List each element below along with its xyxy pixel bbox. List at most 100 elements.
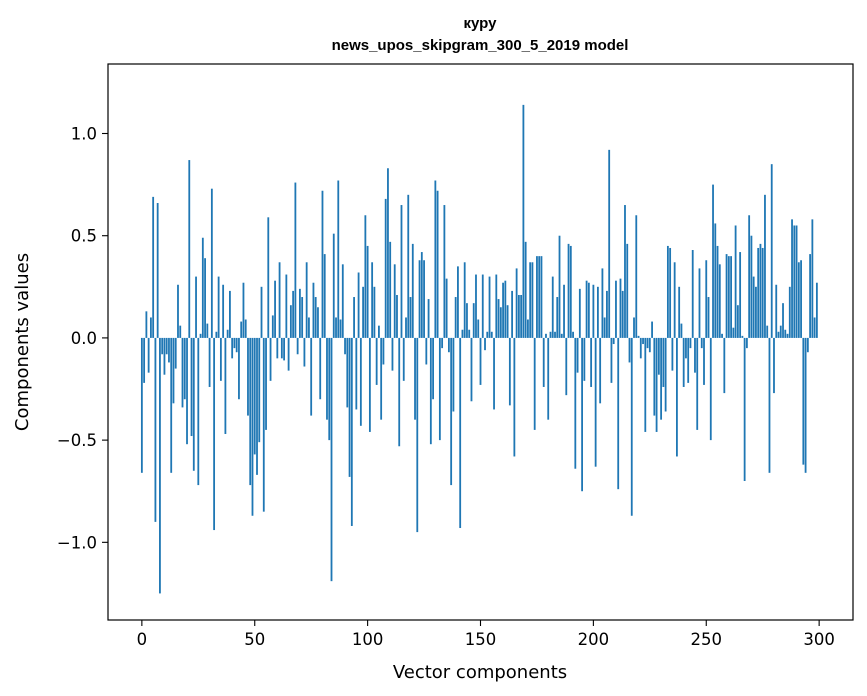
- bar: [736, 305, 739, 338]
- bar: [364, 215, 367, 338]
- bar: [793, 225, 796, 338]
- bar: [319, 337, 322, 400]
- bar: [267, 217, 270, 338]
- bar: [271, 315, 274, 338]
- bar: [156, 203, 159, 338]
- bar: [276, 337, 279, 359]
- bar: [718, 264, 721, 338]
- bar: [414, 337, 416, 420]
- bar: [655, 337, 658, 432]
- bar: [768, 337, 771, 473]
- bar: [599, 337, 602, 404]
- bar: [603, 317, 606, 338]
- bar: [522, 104, 525, 338]
- bar: [443, 205, 446, 338]
- bar: [217, 276, 220, 338]
- bar: [242, 282, 245, 338]
- bar: [759, 243, 762, 338]
- x-tick-label: 150: [465, 630, 497, 649]
- bar: [770, 164, 773, 338]
- bar: [179, 325, 182, 338]
- bar: [775, 284, 778, 338]
- bar: [673, 262, 676, 338]
- bar: [337, 180, 340, 338]
- bar: [619, 278, 622, 338]
- bar: [547, 337, 550, 420]
- bar: [172, 337, 175, 404]
- bar: [238, 337, 240, 400]
- bar: [610, 337, 613, 383]
- bar: [258, 337, 261, 443]
- bar: [583, 337, 586, 381]
- bar: [188, 160, 191, 338]
- bar: [260, 286, 263, 338]
- bar: [563, 284, 565, 338]
- y-tick-label: 0.5: [71, 227, 97, 246]
- bar: [305, 262, 308, 338]
- bar: [183, 337, 186, 400]
- bar: [411, 243, 414, 338]
- bar: [226, 329, 229, 338]
- bar: [815, 282, 818, 338]
- bar: [466, 303, 468, 338]
- bar: [734, 225, 737, 338]
- bar: [247, 337, 249, 416]
- bar: [229, 290, 231, 338]
- bar: [457, 266, 459, 338]
- bar: [362, 286, 365, 338]
- bar: [497, 299, 500, 338]
- bar: [757, 247, 760, 338]
- bar: [149, 317, 152, 338]
- bar: [511, 290, 514, 338]
- bar: [454, 297, 457, 338]
- bar: [208, 337, 211, 387]
- bar: [396, 294, 398, 338]
- bar: [441, 337, 444, 349]
- bar: [477, 319, 480, 338]
- bar: [554, 331, 556, 338]
- bar: [303, 337, 306, 367]
- chart-title: куру: [464, 15, 498, 32]
- bar: [696, 337, 699, 430]
- bar: [741, 335, 744, 338]
- bar: [689, 337, 692, 349]
- bar: [249, 337, 252, 486]
- bar: [161, 337, 164, 355]
- bar: [192, 337, 195, 471]
- bar: [572, 331, 574, 338]
- bar: [145, 311, 148, 338]
- bar: [436, 190, 439, 338]
- bar: [486, 331, 489, 338]
- bar: [685, 337, 687, 359]
- bar: [168, 337, 170, 363]
- bar: [222, 284, 225, 338]
- bar: [669, 247, 672, 338]
- bar: [359, 337, 362, 426]
- bar: [445, 278, 448, 338]
- bar: [177, 284, 179, 338]
- bar: [813, 317, 816, 338]
- bar: [353, 297, 355, 338]
- bar: [274, 280, 276, 338]
- bar: [527, 319, 529, 338]
- bar: [639, 337, 642, 359]
- bar: [755, 286, 757, 338]
- bar: [490, 331, 493, 338]
- bar: [777, 331, 780, 338]
- bar: [479, 337, 482, 385]
- bar: [499, 307, 502, 338]
- bar: [630, 337, 633, 516]
- bar: [251, 337, 254, 516]
- bar: [204, 258, 206, 338]
- bar: [308, 317, 310, 338]
- bar: [495, 274, 498, 338]
- bar: [493, 337, 495, 410]
- bar: [210, 188, 213, 338]
- bar: [298, 288, 301, 338]
- bar: [676, 337, 678, 457]
- bar: [678, 286, 681, 338]
- bar: [163, 337, 166, 375]
- bar: [626, 243, 629, 338]
- bar: [800, 260, 802, 338]
- bar: [235, 337, 238, 353]
